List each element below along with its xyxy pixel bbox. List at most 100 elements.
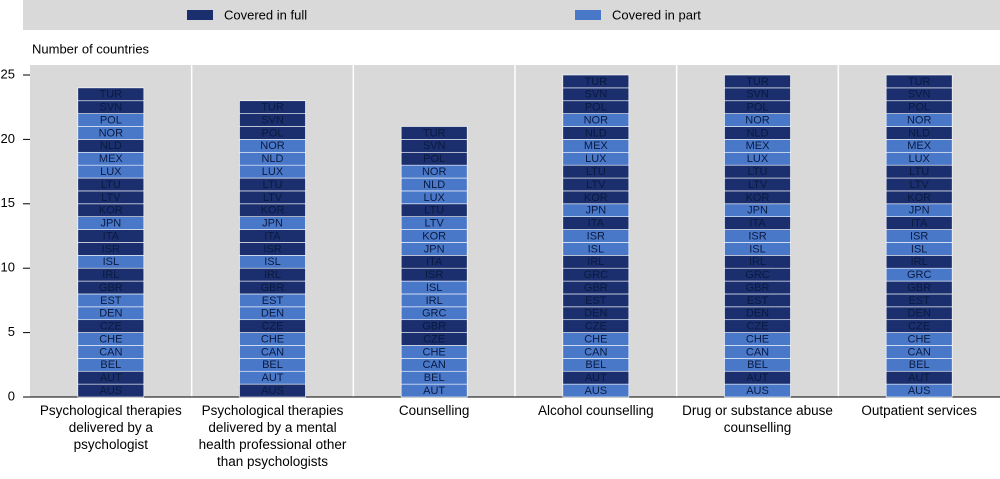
tile-label: KOR xyxy=(907,192,931,204)
tile-label: JPN xyxy=(909,205,930,217)
tile-label: IRL xyxy=(587,256,604,268)
tile-label: NOR xyxy=(422,166,447,178)
x-tick-label: Counselling xyxy=(398,403,470,418)
tile-label: KOR xyxy=(261,205,285,217)
tile-label: EST xyxy=(100,295,122,307)
tile-label: NOR xyxy=(907,114,932,126)
tile-label: LTV xyxy=(748,179,768,191)
tile-label: CHE xyxy=(746,333,769,345)
tile-label: MEX xyxy=(746,140,771,152)
x-tick-label: Drug or substance abuse counselling xyxy=(682,403,833,435)
tile-label: BEL xyxy=(262,359,283,371)
tile-label: CAN xyxy=(584,346,607,358)
tile-label: LUX xyxy=(585,153,607,165)
tile-label: DEN xyxy=(99,308,122,320)
tile-label: LUX xyxy=(100,166,122,178)
tile-label: MEX xyxy=(99,153,124,165)
tile-label: CZE xyxy=(100,321,122,333)
tile-label: LUX xyxy=(262,166,284,178)
tile-label: LTU xyxy=(263,179,283,191)
tile-label: CAN xyxy=(908,346,931,358)
tile-label: BEL xyxy=(424,372,445,384)
x-tick-label: Psychological therapies delivered by a p… xyxy=(39,403,182,452)
tile-label: LTV xyxy=(263,192,283,204)
y-tick-label: 0 xyxy=(8,388,15,403)
tile xyxy=(239,100,306,114)
tile-label: LTU xyxy=(101,179,121,191)
tile-label: AUT xyxy=(423,385,445,397)
tile-label: LUX xyxy=(423,192,445,204)
tile-label: GRC xyxy=(907,269,932,281)
tile-label: CZE xyxy=(908,321,930,333)
tile-label: NLD xyxy=(261,153,283,165)
tile-label: DEN xyxy=(261,308,284,320)
tile-label: ISR xyxy=(748,230,766,242)
tile-label: LTV xyxy=(101,192,121,204)
tile xyxy=(724,74,791,89)
tile-label: GBR xyxy=(261,282,285,294)
tile-label: ITA xyxy=(103,230,120,242)
tile-label: TUR xyxy=(100,89,123,101)
tile-label: GRC xyxy=(745,269,770,281)
tile-label: CAN xyxy=(746,346,769,358)
tile-label: LTU xyxy=(909,166,929,178)
tile-label: IRL xyxy=(426,295,443,307)
tile-label: AUS xyxy=(908,385,931,397)
tile-label: ISR xyxy=(263,243,281,255)
legend-box xyxy=(23,0,1000,30)
tile-label: KOR xyxy=(584,192,608,204)
y-axis-title: Number of countries xyxy=(32,41,150,56)
tile-label: JPN xyxy=(747,205,768,217)
tile-label: IRL xyxy=(102,269,119,281)
tile-label: ISL xyxy=(426,282,443,294)
tile-label: MEX xyxy=(907,140,932,152)
tile-label: TUR xyxy=(423,127,446,139)
tile-label: ISR xyxy=(102,243,120,255)
tile-label: SVN xyxy=(585,89,608,101)
tile-label: KOR xyxy=(99,205,123,217)
tile-label: GRC xyxy=(584,269,609,281)
tile xyxy=(77,87,145,102)
tile-label: MEX xyxy=(584,140,609,152)
tile-label: IRL xyxy=(264,269,281,281)
tile-label: DEN xyxy=(584,308,607,320)
tile-label: GRC xyxy=(422,308,447,320)
tile-label: GBR xyxy=(422,321,446,333)
tile-label: GBR xyxy=(99,282,123,294)
tile-label: JPN xyxy=(585,205,606,217)
tile-label: NLD xyxy=(423,179,445,191)
tile-label: NOR xyxy=(745,114,770,126)
tile-label: NLD xyxy=(908,127,930,139)
x-tick-label: Outpatient services xyxy=(861,403,977,418)
tile-label: BEL xyxy=(747,359,768,371)
y-tick-label: 25 xyxy=(1,66,15,81)
tile-label: KOR xyxy=(422,230,446,242)
tile-label: ISL xyxy=(264,256,281,268)
tile-label: EST xyxy=(908,295,930,307)
tile-label: JPN xyxy=(424,243,445,255)
tile-label: ITA xyxy=(749,218,766,230)
tile-label: ISL xyxy=(103,256,120,268)
tile-label: LTV xyxy=(424,218,444,230)
tile-label: ISL xyxy=(588,243,605,255)
tile-label: EST xyxy=(747,295,769,307)
tile-label: CHE xyxy=(584,333,607,345)
tile-label: SVN xyxy=(261,114,284,126)
tile-label: POL xyxy=(746,102,768,114)
x-tick-label: Alcohol counselling xyxy=(538,403,654,418)
legend-label: Covered in part xyxy=(612,7,701,22)
tile-label: EST xyxy=(262,295,284,307)
tile-label: POL xyxy=(100,114,122,126)
tile-label: DEN xyxy=(908,308,931,320)
y-tick-label: 15 xyxy=(1,195,15,210)
tile-label: TUR xyxy=(908,76,931,88)
tile-label: ITA xyxy=(264,230,281,242)
tile-label: LUX xyxy=(747,153,769,165)
tile-label: JPN xyxy=(262,218,283,230)
tile xyxy=(562,74,630,89)
tile-label: IRL xyxy=(749,256,766,268)
tile-label: NLD xyxy=(746,127,768,139)
tile-label: NOR xyxy=(99,127,124,139)
tile-label: TUR xyxy=(585,76,608,88)
tile-label: ISR xyxy=(587,230,605,242)
